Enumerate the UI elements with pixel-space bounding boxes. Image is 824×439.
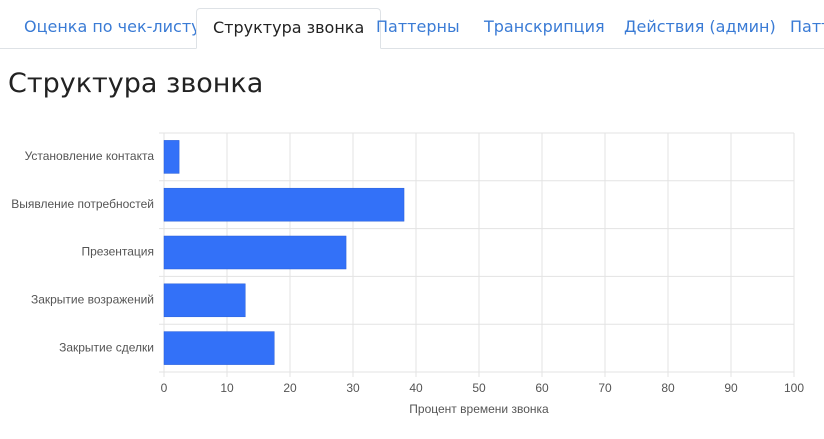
tab-bar: Оценка по чек-листу Структура звонка Патте… [0,0,824,49]
tab[interactable]: Паттерны [376,17,460,36]
x-tick-label: 60 [535,381,549,395]
y-tick-label: Установление контакта [25,149,155,163]
bar [163,235,347,270]
tab[interactable]: Оценка по чек-листу [24,17,201,36]
x-tick-label: 30 [346,381,360,395]
bar [163,331,275,365]
x-tick-label: 0 [161,381,168,395]
y-tick-label: Выявление потребностей [11,197,154,211]
x-tick-label: 90 [724,381,738,395]
x-tick-label: 70 [598,381,612,395]
tab[interactable]: Транскрипция [484,17,605,36]
y-tick-label: Закрытие сделки [59,340,154,354]
x-tick-label: 10 [220,381,234,395]
bar [163,187,405,222]
y-tick-label: Презентация [82,245,155,259]
y-tick-label: Закрытие возражений [31,292,154,306]
x-tick-label: 80 [661,381,675,395]
x-axis-label: Процент времени звонка [409,402,549,416]
x-tick-label: 20 [283,381,297,395]
x-tick-label: 100 [784,381,804,395]
bar [163,283,246,318]
x-tick-label: 50 [472,381,486,395]
bar [163,140,180,174]
tab[interactable]: Патт [790,17,824,36]
heading: Структура звонка [8,68,264,99]
tab[interactable]: Структура звонка [196,8,382,49]
tab[interactable]: Действия (админ) [624,17,776,36]
x-tick-label: 40 [409,381,423,395]
